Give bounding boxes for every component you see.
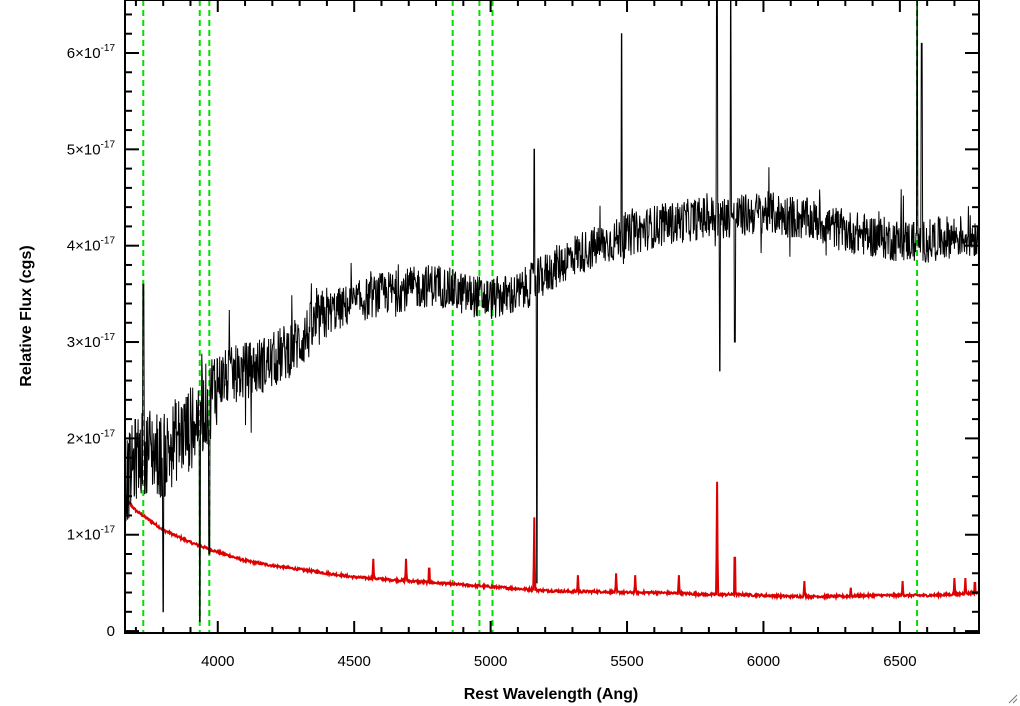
x-tick-label: 6500 <box>883 653 916 670</box>
y-tick-label: 1×10-17 <box>67 525 116 544</box>
axis-ticks: 4000 4500 5000 5500 6000 6500 0 1×10-17 2×10-17 3… <box>67 0 979 670</box>
x-tick-label: 4500 <box>338 653 371 670</box>
plot-border <box>124 0 980 634</box>
y-tick-label: 6×10-17 <box>67 43 116 62</box>
plot-frame <box>124 0 980 634</box>
x-axis-title: Rest Wavelength (Ang) <box>464 686 639 703</box>
x-tick-label: 5500 <box>610 653 643 670</box>
y-tick-label: 3×10-17 <box>67 332 116 351</box>
y-tick-label: 4×10-17 <box>67 236 116 255</box>
emission-line-markers <box>142 0 919 633</box>
x-tick-label: 4000 <box>201 653 234 670</box>
resize-grip-icon[interactable] <box>1008 694 1018 704</box>
y-tick-label: 2×10-17 <box>67 428 116 447</box>
x-tick-label: 5000 <box>474 653 507 670</box>
y-tick-label: 0 <box>107 623 115 640</box>
x-tick-label: 6000 <box>747 653 780 670</box>
y-tick-label: 5×10-17 <box>67 139 116 158</box>
series-layer <box>124 0 980 622</box>
observed-spectrum-line <box>124 0 980 622</box>
y-axis-title: Relative Flux (cgs) <box>18 245 35 386</box>
model-spectrum-line <box>124 481 980 602</box>
